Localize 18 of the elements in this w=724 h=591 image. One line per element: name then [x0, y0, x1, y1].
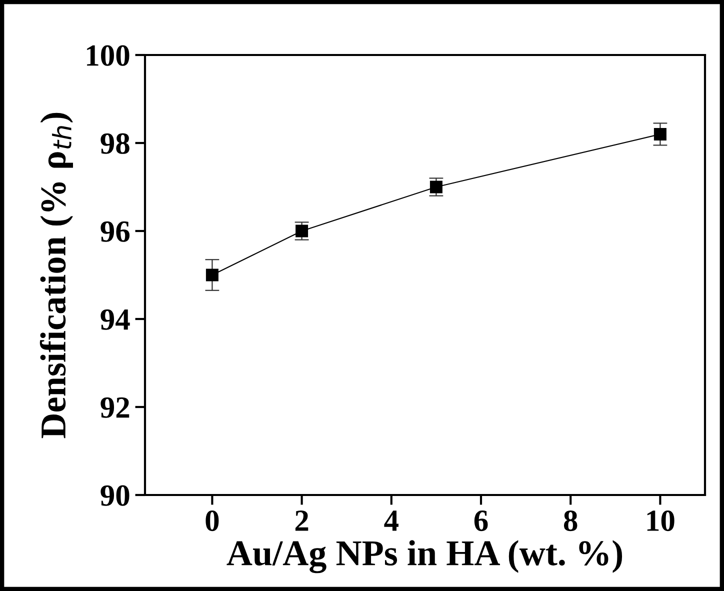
x-tick-label: 2: [295, 510, 308, 531]
x-tick-label: 4: [384, 510, 398, 531]
y-tick-label: 94: [100, 309, 130, 330]
y-tick-label: 90: [100, 485, 130, 506]
x-tick-label: 8: [564, 510, 578, 532]
y-axis-title: Densification (% ρ$_{th}$): [40, 112, 74, 438]
x-axis-title: Au/Ag NPs in HA (wt. %): [226, 540, 622, 574]
x-tick-label: 0: [206, 510, 219, 532]
y-tick-label: 100: [87, 45, 130, 66]
x-tick-label: 6: [474, 510, 488, 532]
point: [654, 128, 666, 140]
point: [206, 268, 218, 282]
point: [430, 180, 442, 194]
y-tick-label: 96: [100, 221, 130, 242]
y-tick-label: 92: [100, 397, 130, 418]
point: [296, 224, 308, 238]
x-tick-label: 10: [647, 510, 674, 532]
y-tick-label: 98: [100, 133, 130, 154]
